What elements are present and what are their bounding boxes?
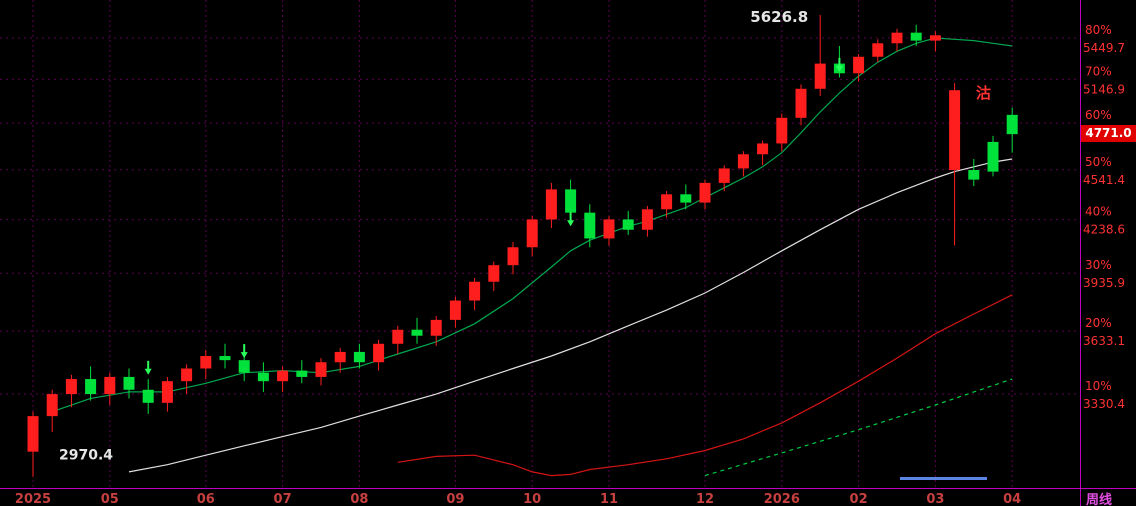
x-axis-month-label[interactable]: 08 [350, 492, 368, 506]
candle[interactable] [507, 247, 519, 266]
long-trend-red-line [397, 294, 1013, 477]
candle[interactable] [680, 194, 692, 203]
y-axis-percent-label: 20% [1085, 316, 1112, 330]
y-axis-price-label: 5449.7 [1083, 41, 1125, 55]
candle[interactable] [142, 389, 154, 403]
x-axis-month-label[interactable]: 11 [600, 492, 618, 506]
candle[interactable] [699, 182, 711, 203]
candle[interactable] [603, 219, 615, 239]
signal-arrow-icon [240, 352, 248, 359]
candle[interactable] [200, 356, 212, 369]
ma-slow-white-line [128, 158, 1013, 473]
candle[interactable] [661, 194, 673, 210]
candle[interactable] [27, 416, 39, 452]
x-axis-month-label[interactable]: 2025 [15, 492, 51, 506]
candle[interactable] [411, 329, 423, 336]
candle[interactable] [1006, 114, 1018, 135]
current-price-tag: 4771.0 [1081, 125, 1136, 142]
signal-arrow-icon [567, 220, 575, 227]
candle[interactable] [718, 168, 730, 183]
ma-fast-green-line [52, 37, 1013, 413]
x-axis-month-label[interactable]: 10 [523, 492, 541, 506]
x-axis-month-label[interactable]: 2026 [764, 492, 800, 506]
candle[interactable] [353, 351, 365, 363]
y-axis-price-label: 4238.6 [1083, 223, 1125, 237]
candle[interactable] [853, 56, 865, 74]
candle[interactable] [488, 265, 500, 282]
candle[interactable] [929, 35, 941, 41]
signal-arrow-icon [144, 368, 152, 375]
candle[interactable] [622, 219, 634, 230]
candle[interactable] [910, 32, 922, 41]
candle[interactable] [987, 141, 999, 172]
candle[interactable] [469, 281, 481, 301]
candle[interactable] [334, 351, 346, 363]
signal-arrow-icon [835, 65, 843, 72]
candle[interactable] [392, 329, 404, 344]
candle[interactable] [257, 372, 269, 382]
y-axis-percent-label: 10% [1085, 379, 1112, 393]
y-axis-percent-label: 30% [1085, 258, 1112, 272]
candle[interactable] [238, 360, 250, 373]
candle[interactable] [737, 154, 749, 169]
candle[interactable] [296, 370, 308, 377]
y-axis-price-label: 3935.9 [1083, 276, 1125, 290]
x-axis-month-label[interactable]: 03 [926, 492, 944, 506]
y-axis-percent-label: 70% [1085, 64, 1112, 78]
candle[interactable] [46, 394, 58, 417]
x-axis-month-label[interactable]: 02 [850, 492, 868, 506]
period-selector[interactable]: 周线 [1086, 493, 1113, 506]
x-axis-month-label[interactable]: 05 [101, 492, 119, 506]
x-axis-month-label[interactable]: 12 [696, 492, 714, 506]
candle[interactable] [641, 209, 653, 230]
y-axis-percent-label: 50% [1085, 155, 1112, 169]
y-axis-price-label: 3633.1 [1083, 334, 1125, 348]
candle[interactable] [891, 32, 903, 44]
candle[interactable] [757, 143, 769, 155]
y-axis-percent-label: 60% [1085, 108, 1112, 122]
candle[interactable] [545, 189, 557, 220]
candle[interactable] [181, 368, 193, 382]
candle[interactable] [85, 379, 97, 395]
candle[interactable] [949, 90, 961, 171]
y-axis-price-label: 5146.9 [1083, 82, 1125, 96]
y-axis-price-label: 4541.4 [1083, 173, 1125, 187]
candle[interactable] [161, 381, 173, 403]
candle[interactable] [565, 189, 577, 213]
high-price-annotation: 5626.8 [750, 8, 808, 26]
candle[interactable] [373, 343, 385, 363]
y-axis-percent-label: 40% [1085, 205, 1112, 219]
x-axis-month-label[interactable]: 09 [446, 492, 464, 506]
candle[interactable] [123, 376, 135, 390]
x-axis-month-label[interactable]: 04 [1003, 492, 1021, 506]
candle[interactable] [795, 88, 807, 118]
x-axis-month-label[interactable]: 06 [197, 492, 215, 506]
candle[interactable] [584, 212, 596, 239]
candle[interactable] [814, 63, 826, 89]
candle[interactable] [776, 117, 788, 144]
candle[interactable] [104, 376, 116, 395]
trend-dotted-green-line [704, 378, 1013, 477]
candle[interactable] [277, 370, 289, 382]
candle[interactable] [526, 219, 538, 248]
candle[interactable] [219, 356, 231, 361]
sell-signal-annotation: 沽 [976, 84, 991, 102]
y-axis-price-label: 3330.4 [1083, 397, 1125, 411]
x-axis-month-label[interactable]: 07 [274, 492, 292, 506]
candle[interactable] [315, 362, 327, 377]
candle[interactable] [449, 300, 461, 320]
candle[interactable] [968, 170, 980, 180]
candle[interactable] [430, 319, 442, 336]
candle[interactable] [65, 379, 77, 395]
candle[interactable] [872, 43, 884, 57]
h-scrollbar-thumb[interactable] [900, 477, 987, 480]
y-axis-percent-label: 80% [1085, 23, 1112, 37]
low-price-annotation: 2970.4 [59, 448, 113, 464]
